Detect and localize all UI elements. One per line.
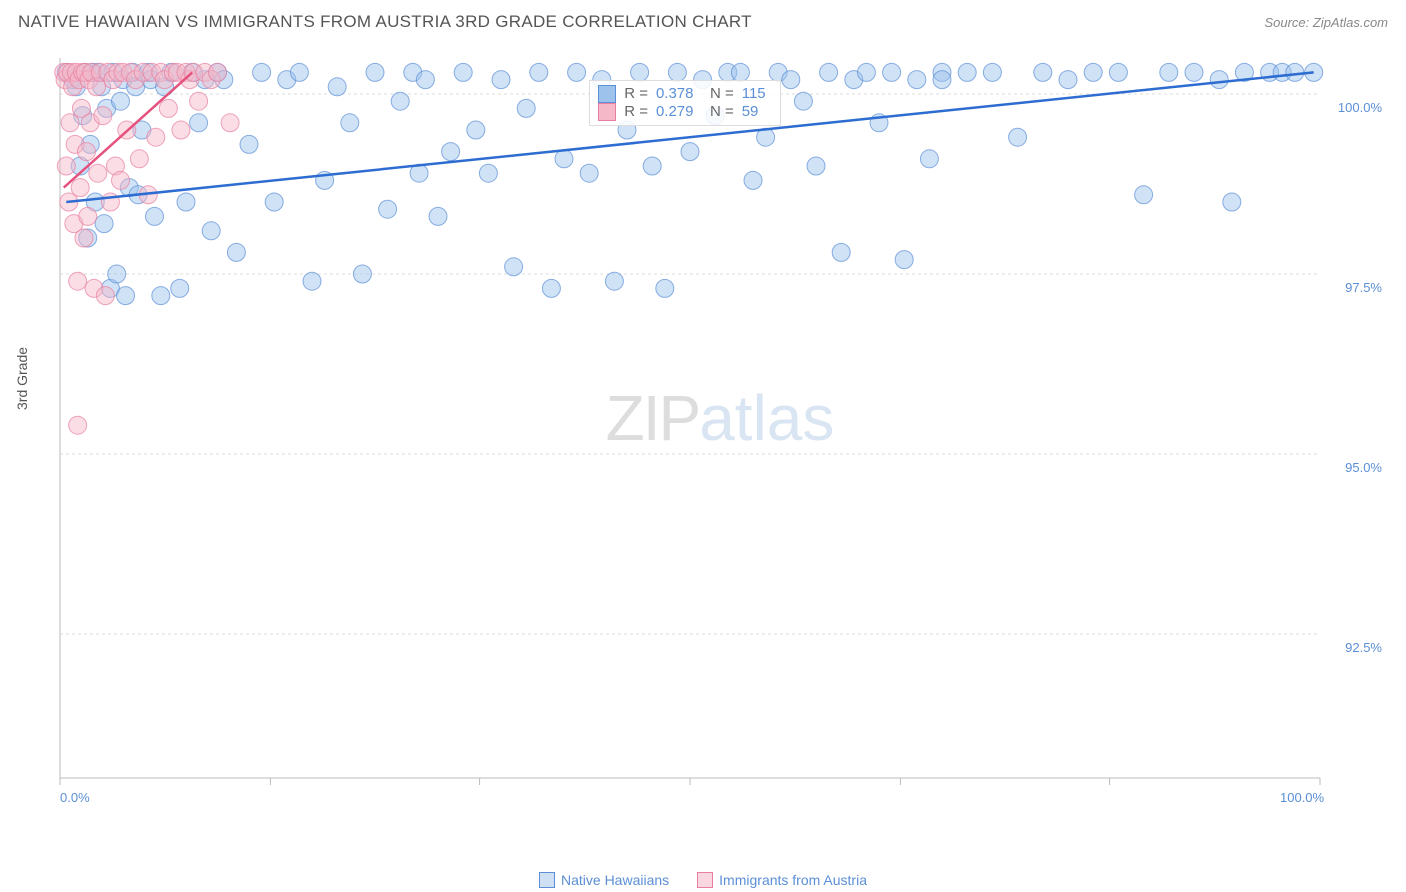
y-tick-label: 100.0%	[1338, 100, 1382, 115]
legend-swatch	[697, 872, 713, 888]
r-label: R =	[624, 85, 648, 102]
series-swatch	[598, 85, 616, 103]
legend: Native Hawaiians Immigrants from Austria	[539, 872, 867, 888]
chart-title: NATIVE HAWAIIAN VS IMMIGRANTS FROM AUSTR…	[18, 12, 752, 32]
scatter-chart	[50, 48, 1390, 818]
r-value: 0.279	[656, 103, 702, 120]
r-label: R =	[624, 103, 648, 120]
n-label: N =	[710, 103, 734, 120]
legend-item: Native Hawaiians	[539, 872, 669, 888]
n-value: 59	[742, 103, 772, 120]
y-tick-label: 97.5%	[1345, 280, 1382, 295]
y-axis-label: 3rd Grade	[14, 347, 30, 410]
n-label: N =	[710, 85, 734, 102]
chart-area: ZIPatlas R =0.378N =115R =0.279N =59 92.…	[50, 48, 1390, 818]
series-swatch	[598, 103, 616, 121]
y-tick-label: 95.0%	[1345, 460, 1382, 475]
y-tick-label: 92.5%	[1345, 640, 1382, 655]
stats-row: R = 0.378 N = 115	[598, 85, 772, 103]
x-tick-label: 100.0%	[1280, 790, 1324, 805]
x-tick-label: 0.0%	[60, 790, 90, 805]
stats-row: R = 0.279 N = 59	[598, 103, 772, 121]
legend-item: Immigrants from Austria	[697, 872, 867, 888]
source-label: Source: ZipAtlas.com	[1264, 15, 1388, 30]
n-value: 115	[742, 85, 772, 102]
legend-label: Native Hawaiians	[561, 872, 669, 888]
r-value: 0.378	[656, 85, 702, 102]
correlation-stats: R = 0.378 N = 115 R = 0.279 N = 59	[589, 80, 781, 126]
legend-swatch	[539, 872, 555, 888]
legend-label: Immigrants from Austria	[719, 872, 867, 888]
